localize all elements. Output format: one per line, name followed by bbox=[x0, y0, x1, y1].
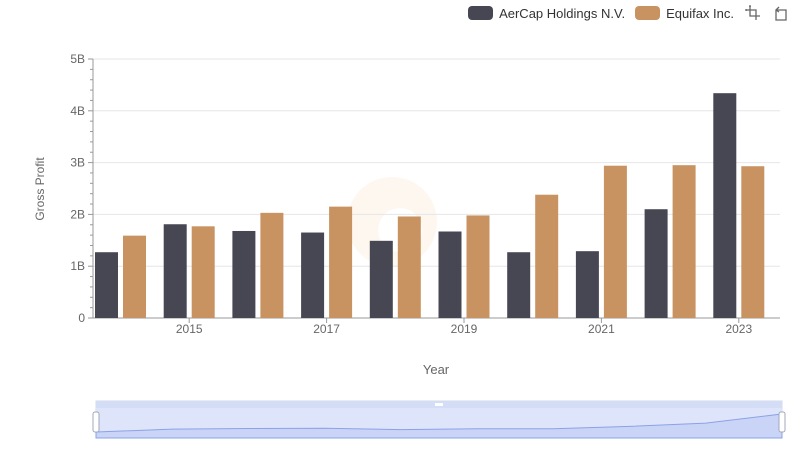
bar-equifax-2016[interactable] bbox=[260, 212, 284, 318]
bar-equifax-2021[interactable] bbox=[603, 165, 627, 318]
bar-aercap-2021[interactable] bbox=[575, 251, 599, 318]
legend: AerCap Holdings N.V. Equifax Inc. bbox=[468, 4, 790, 22]
bar-aercap-2020[interactable] bbox=[507, 252, 531, 318]
y-tick-label: 3B bbox=[70, 156, 85, 170]
legend-label-equifax: Equifax Inc. bbox=[666, 5, 734, 21]
y-axis: 0 1B 2B 3B 4B 5B bbox=[70, 52, 94, 325]
legend-item-aercap[interactable]: AerCap Holdings N.V. bbox=[468, 6, 625, 21]
bar-aercap-2018[interactable] bbox=[369, 240, 393, 318]
x-tick-label: 2021 bbox=[588, 322, 615, 336]
bar-aercap-2019[interactable] bbox=[438, 231, 462, 318]
x-tick-label: 2019 bbox=[451, 322, 478, 336]
bar-equifax-2015[interactable] bbox=[191, 226, 215, 318]
y-axis-label: Gross Profit bbox=[33, 157, 47, 221]
y-tick-label: 2B bbox=[70, 207, 85, 221]
legend-swatch-aercap bbox=[468, 6, 494, 20]
x-axis-label: Year bbox=[423, 362, 450, 377]
x-tick-label: 2023 bbox=[725, 322, 752, 336]
bar-equifax-2022[interactable] bbox=[672, 165, 696, 318]
zoom-select-icon[interactable] bbox=[744, 4, 762, 22]
legend-item-equifax[interactable]: Equifax Inc. bbox=[635, 6, 734, 21]
y-tick-label: 0 bbox=[78, 311, 85, 325]
bars bbox=[95, 93, 765, 318]
x-tick-label: 2017 bbox=[313, 322, 340, 336]
legend-swatch-equifax bbox=[635, 6, 661, 20]
slider-handle-left[interactable] bbox=[92, 411, 100, 433]
y-tick-label: 4B bbox=[70, 104, 85, 118]
bar-equifax-2017[interactable] bbox=[329, 206, 353, 318]
legend-label-aercap: AerCap Holdings N.V. bbox=[499, 5, 626, 21]
zoom-reset-icon[interactable] bbox=[772, 4, 790, 22]
bar-equifax-2020[interactable] bbox=[535, 194, 559, 318]
slider-handle-right[interactable] bbox=[778, 411, 786, 433]
x-tick-label: 2015 bbox=[176, 322, 203, 336]
bar-aercap-2017[interactable] bbox=[301, 232, 325, 318]
slider-preview-line bbox=[95, 413, 783, 439]
data-zoom-slider[interactable] bbox=[92, 400, 786, 439]
bar-aercap-2016[interactable] bbox=[232, 230, 256, 318]
bar-aercap-2022[interactable] bbox=[644, 209, 668, 318]
bar-equifax-2023[interactable] bbox=[741, 166, 765, 318]
x-axis: 2015 2017 2019 2021 2023 bbox=[93, 317, 780, 336]
slider-drag-grip[interactable] bbox=[435, 403, 443, 406]
bar-equifax-2018[interactable] bbox=[397, 216, 421, 318]
bar-aercap-2023[interactable] bbox=[713, 93, 737, 318]
y-tick-label: 5B bbox=[70, 52, 85, 66]
bar-aercap-2015[interactable] bbox=[163, 224, 187, 318]
bar-equifax-2014[interactable] bbox=[123, 235, 146, 318]
y-tick-label: 1B bbox=[70, 259, 85, 273]
bar-equifax-2019[interactable] bbox=[466, 215, 490, 318]
bar-aercap-2014[interactable] bbox=[95, 252, 118, 318]
